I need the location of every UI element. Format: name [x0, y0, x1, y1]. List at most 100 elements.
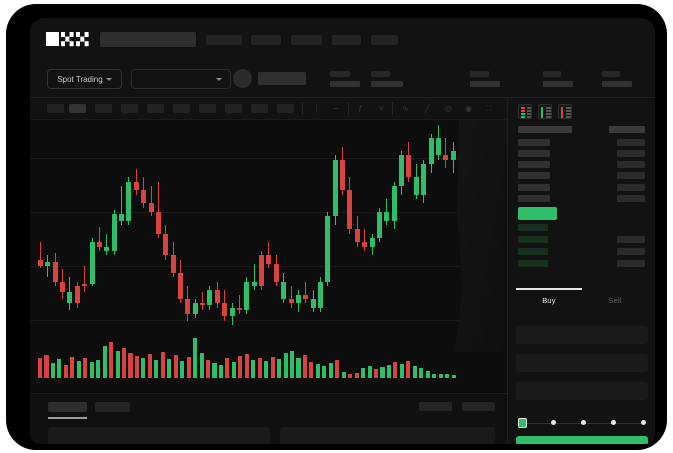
trendline-icon[interactable]: ∿ [402, 104, 409, 113]
orderbook-ask-row[interactable] [518, 172, 550, 179]
timeframe-button-6[interactable] [173, 104, 190, 113]
nav-item-3[interactable] [291, 35, 322, 45]
candle [295, 125, 302, 325]
orderbook-ask-row[interactable] [518, 139, 550, 146]
orderbook-bid-row[interactable] [518, 224, 548, 231]
percent-slider[interactable] [518, 417, 648, 429]
chevron-down-icon[interactable]: ˅ [379, 104, 384, 113]
volume-bar [438, 374, 443, 378]
volume-bar [406, 361, 411, 378]
candle [406, 125, 412, 325]
ruler-icon[interactable]: ╱ [425, 104, 430, 113]
nav-item-4[interactable] [332, 35, 361, 45]
orderbook-bid-row[interactable] [518, 248, 548, 255]
logo-glyph-o [46, 32, 59, 46]
volume-bar [445, 374, 450, 378]
orderbook-ask-row[interactable] [518, 150, 550, 157]
candle [67, 125, 73, 325]
bottom-row-1[interactable] [48, 427, 270, 444]
orderbook-ask-row[interactable] [518, 161, 550, 168]
orderbook-ask-row[interactable] [518, 184, 550, 191]
bottom-row-2[interactable] [280, 427, 495, 444]
settings-icon[interactable]: ◉ [465, 104, 472, 113]
orderbook-last-price [518, 207, 557, 220]
fullscreen-icon[interactable]: ⛶ [485, 104, 492, 113]
volume-bar [193, 338, 198, 378]
candle [303, 125, 309, 325]
orderbook-mode-both-icon[interactable] [518, 104, 532, 119]
candlestick-chart-icon[interactable]: ┆ [314, 104, 319, 113]
order-amount-field[interactable] [516, 354, 648, 372]
nav-item-2[interactable] [251, 35, 281, 45]
volume-bar [361, 368, 366, 378]
slider-stop-75[interactable] [611, 420, 616, 425]
volume-bar [244, 354, 249, 378]
nav-item-1[interactable] [206, 35, 242, 45]
order-book[interactable] [508, 124, 655, 284]
slider-stop-25[interactable] [551, 420, 556, 425]
candle [96, 125, 103, 325]
market-type-dropdown[interactable]: Spot Trading [47, 69, 122, 89]
orderbook-bid-amount [617, 260, 645, 267]
timeframe-button-1[interactable] [47, 104, 64, 113]
orderbook-bid-row[interactable] [518, 236, 548, 243]
candle [207, 125, 213, 325]
timeframe-button-4[interactable] [121, 104, 138, 113]
indicator-icon[interactable]: ƒ [358, 104, 363, 113]
device-frame: Spot Trading [6, 4, 667, 450]
volume-bar [199, 353, 204, 378]
candle [281, 125, 287, 325]
candle [60, 125, 66, 325]
orderbook-ask-amount [617, 195, 645, 202]
volume-bar [277, 359, 282, 378]
timeframe-button-9[interactable] [251, 104, 268, 113]
volume-bar [134, 355, 139, 378]
slider-stop-50[interactable] [581, 420, 586, 425]
tab-sell[interactable]: Sell [608, 296, 622, 305]
timeframe-button-2[interactable] [69, 104, 86, 113]
candle [229, 125, 236, 325]
pair-select[interactable] [131, 69, 231, 89]
orderbook-ask-row[interactable] [518, 195, 550, 202]
order-price-field[interactable] [516, 326, 648, 344]
orderbook-ask-amount [617, 139, 645, 146]
timeframe-button-10[interactable] [277, 104, 294, 113]
order-total-field[interactable] [516, 382, 648, 400]
volume-bar [141, 358, 146, 378]
buy-sell-tabs: Buy Sell [516, 290, 648, 316]
timeframe-button-7[interactable] [199, 104, 216, 113]
timeframe-button-5[interactable] [147, 104, 164, 113]
volume-bar [180, 361, 185, 378]
slider-stop-100[interactable] [641, 420, 646, 425]
okx-logo[interactable] [46, 32, 90, 46]
price-chart[interactable] [30, 120, 485, 393]
orderbook-mode-bids-icon[interactable] [538, 104, 552, 119]
bottom-action-1[interactable] [419, 402, 452, 411]
candle [413, 125, 420, 325]
bottom-tab-2[interactable] [95, 402, 130, 412]
orderbook-bid-row[interactable] [518, 260, 548, 267]
volume-bar [89, 362, 94, 378]
slider-handle[interactable] [518, 418, 527, 428]
tab-buy[interactable]: Buy [542, 296, 556, 305]
candle [273, 125, 280, 325]
camera-icon[interactable]: ◎ [445, 104, 452, 113]
submit-order-button[interactable] [516, 436, 648, 444]
timeframe-button-3[interactable] [95, 104, 112, 113]
volume-bar [393, 362, 398, 378]
nav-item-5[interactable] [371, 35, 398, 45]
orderbook-header-amount [609, 126, 645, 133]
candle [340, 125, 346, 325]
bottom-tab-1[interactable] [48, 402, 87, 412]
volume-bar [63, 364, 68, 378]
timeframe-button-8[interactable] [225, 104, 242, 113]
search-input[interactable] [100, 32, 196, 47]
orderbook-mode-asks-icon[interactable] [558, 104, 572, 119]
volume-bar [309, 362, 314, 378]
candle [104, 125, 110, 325]
bottom-tab-underline [48, 417, 87, 419]
candle [288, 125, 295, 325]
toolbar-divider-2 [348, 102, 349, 115]
bottom-action-2[interactable] [462, 402, 495, 411]
line-chart-icon[interactable]: ∼ [332, 104, 339, 113]
